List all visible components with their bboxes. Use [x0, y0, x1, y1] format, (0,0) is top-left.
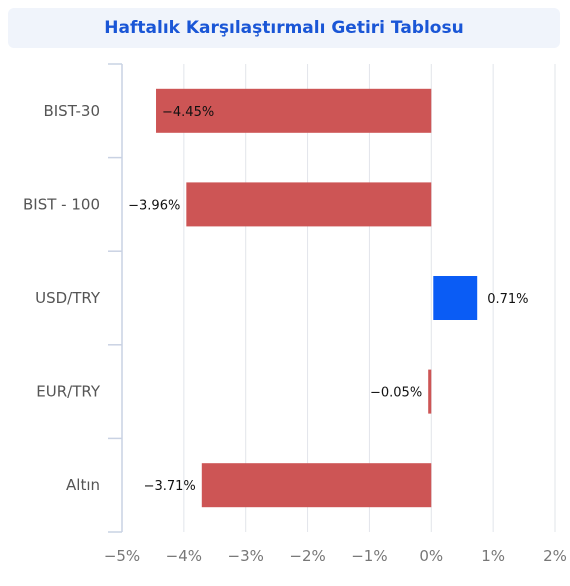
- chart-title-bar: Haftalık Karşılaştırmalı Getiri Tablosu: [8, 8, 560, 48]
- data-label: −0.05%: [370, 386, 422, 401]
- category-label: BIST-30: [43, 102, 100, 120]
- data-label: −3.96%: [128, 198, 180, 213]
- bar[interactable]: [201, 463, 432, 508]
- data-label: −4.45%: [162, 105, 214, 120]
- category-axis: [108, 63, 123, 533]
- bar[interactable]: [186, 182, 432, 227]
- data-label: 0.71%: [487, 292, 528, 307]
- x-tick-label: 1%: [481, 547, 505, 565]
- x-tick-label: 2%: [543, 547, 567, 565]
- bar[interactable]: [156, 88, 432, 133]
- x-tick-label: −4%: [166, 547, 202, 565]
- data-label: −3.71%: [144, 479, 196, 494]
- category-label: Altın: [66, 476, 100, 494]
- x-tick-label: −5%: [104, 547, 140, 565]
- bars: [156, 88, 478, 508]
- x-tick-label: −1%: [351, 547, 387, 565]
- category-label: USD/TRY: [35, 289, 101, 307]
- category-labels: BIST-30 BIST - 100 USD/TRY EUR/TRY Altın: [23, 102, 101, 494]
- x-tick-label: 0%: [419, 547, 443, 565]
- bar[interactable]: [428, 369, 432, 414]
- chart-title: Haftalık Karşılaştırmalı Getiri Tablosu: [104, 18, 464, 38]
- tick-labels: −5% −4% −3% −2% −1% 0% 1% 2%: [104, 547, 567, 565]
- data-labels: −4.45% −3.96% 0.71% −0.05% −3.71%: [128, 105, 528, 494]
- grid-lines: [183, 64, 556, 532]
- x-tick-label: −3%: [228, 547, 264, 565]
- bar[interactable]: [433, 276, 478, 320]
- x-tick-label: −2%: [289, 547, 325, 565]
- category-label: BIST - 100: [23, 195, 100, 213]
- category-label: EUR/TRY: [36, 383, 101, 401]
